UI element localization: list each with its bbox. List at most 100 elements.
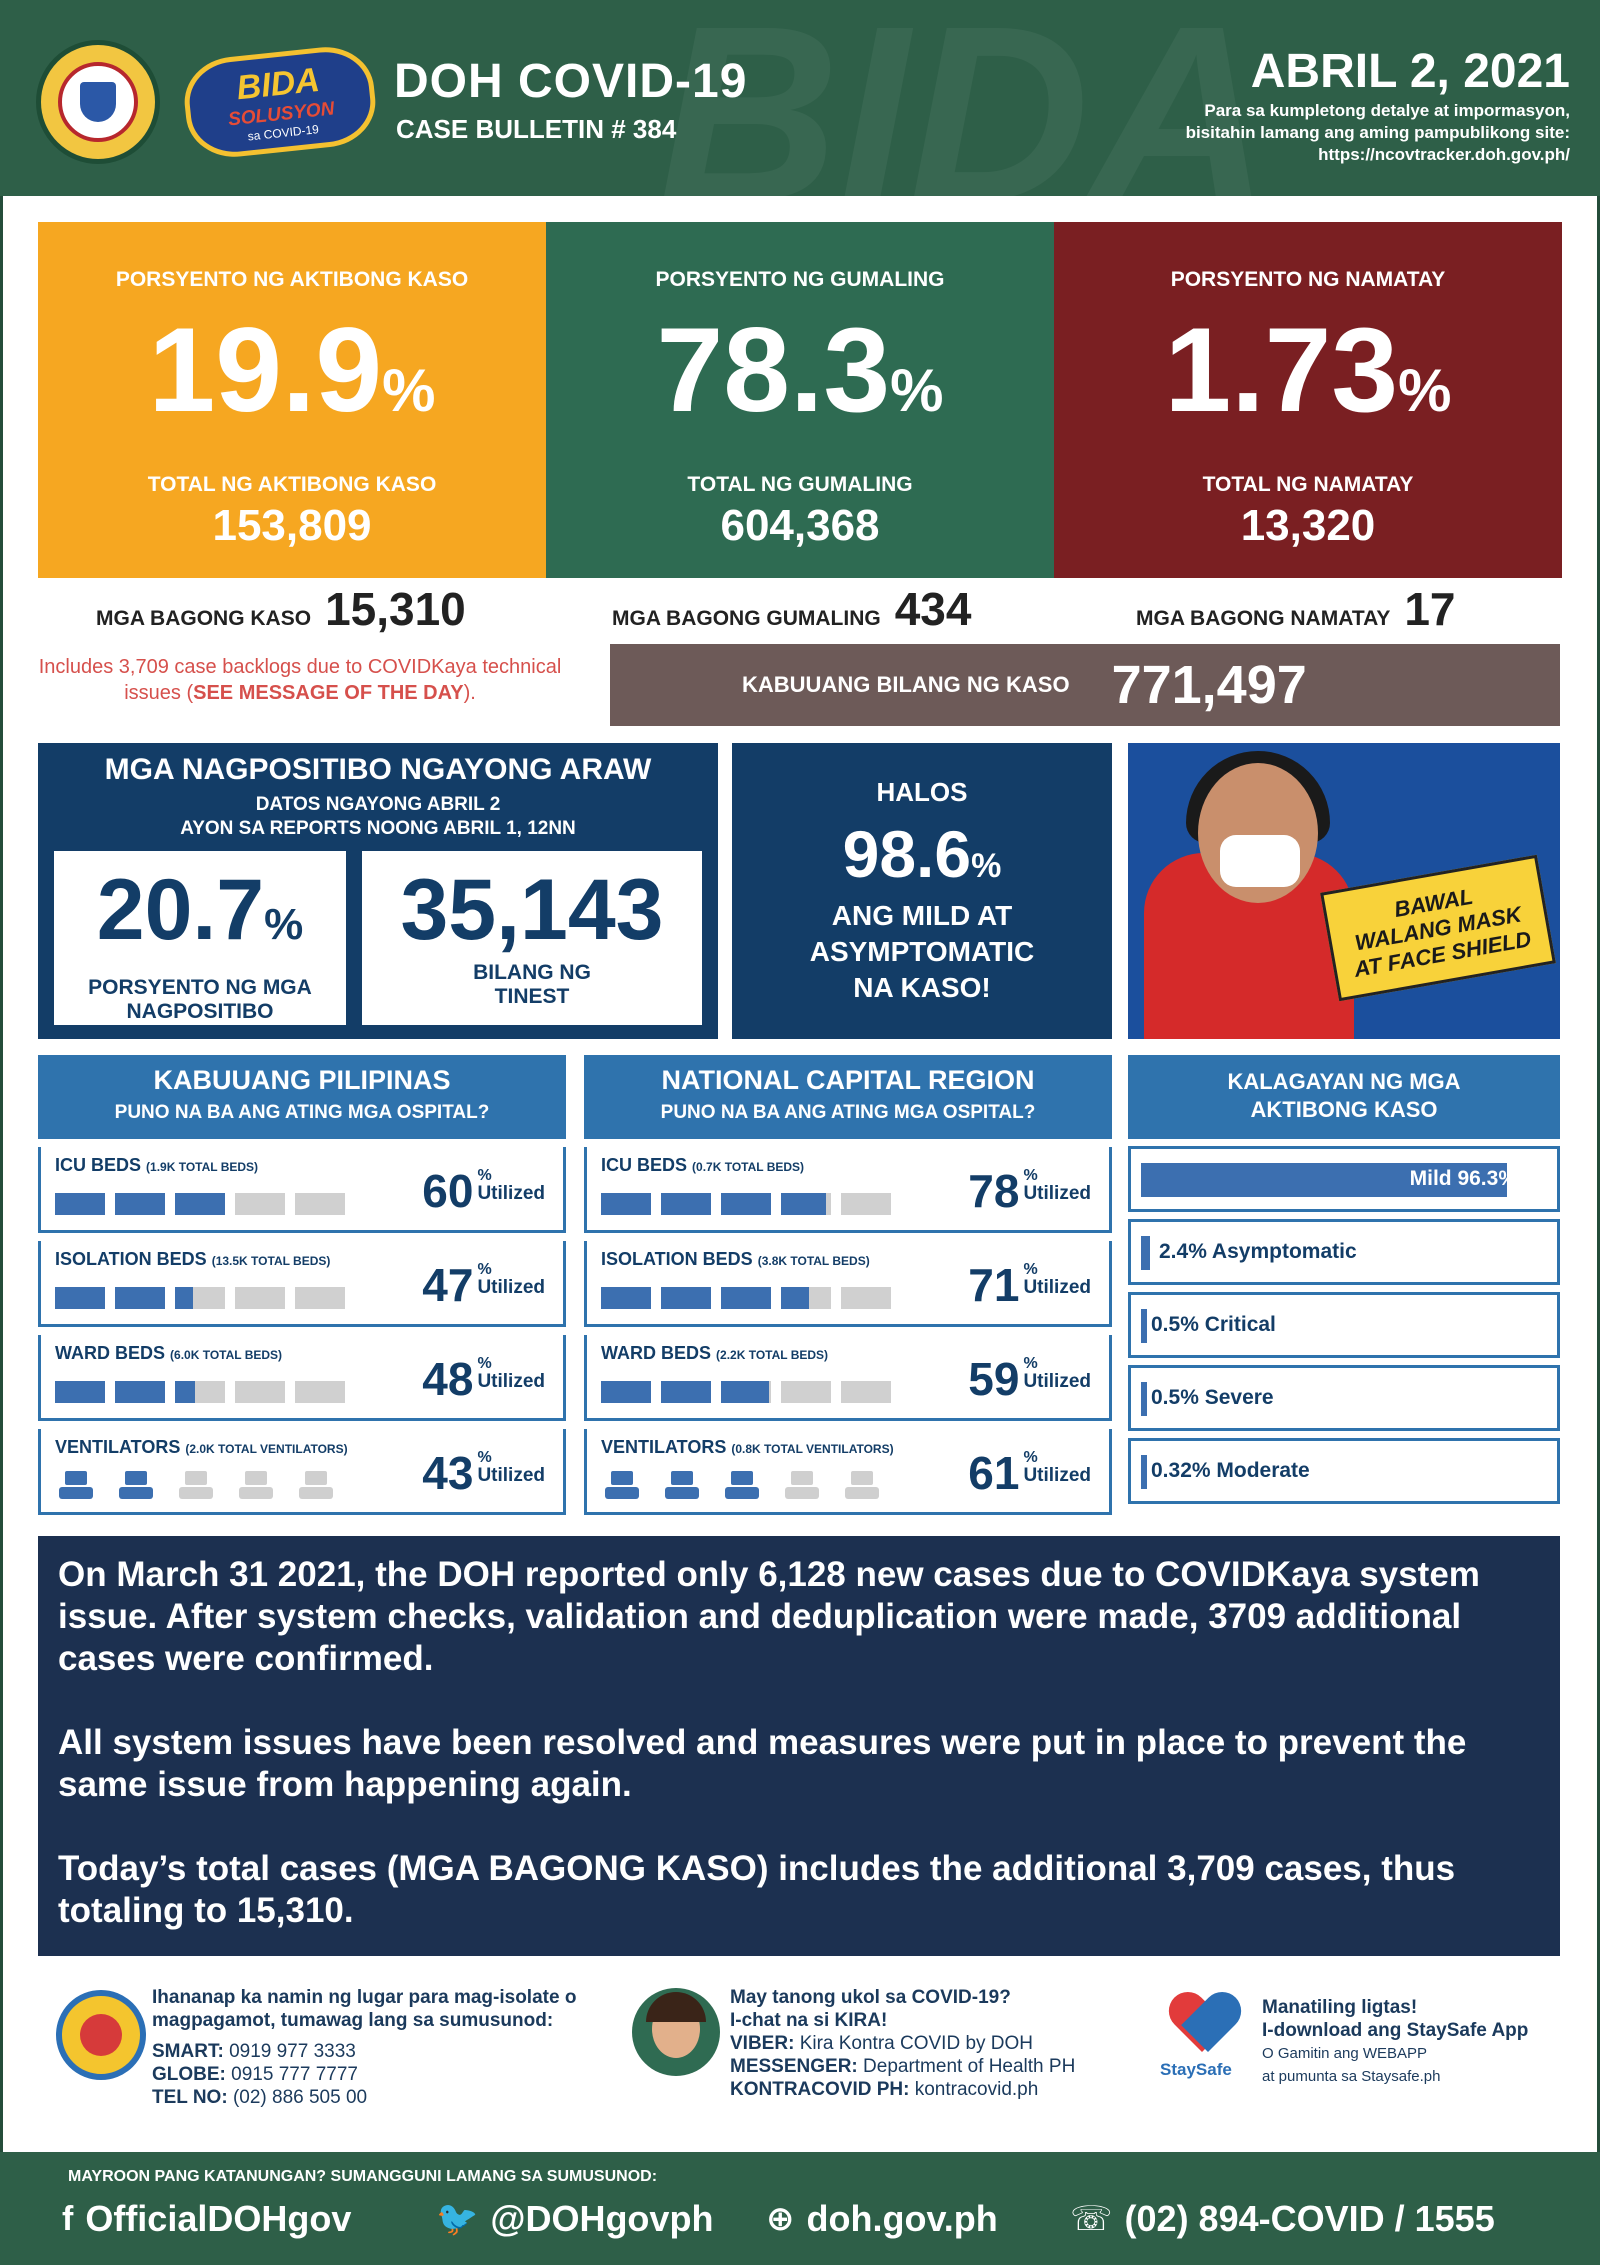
tested-box: 35,143 BILANG NG TINEST (362, 851, 702, 1025)
hospital-row: WARD BEDS (2.2K TOTAL BEDS) 59% Utilized (584, 1335, 1112, 1421)
utilization-value: 61% Utilized (968, 1447, 1091, 1499)
ventilator-icon (841, 1471, 883, 1501)
ventilator-icon (721, 1471, 763, 1501)
utilization-value: 71% Utilized (968, 1259, 1091, 1311)
utilization-bars (55, 1193, 345, 1215)
recovered-percent: 78.3 (656, 303, 891, 437)
facebook-icon: f (62, 2199, 74, 2238)
ventilator-icon (295, 1471, 337, 1501)
utilization-bars (601, 1287, 891, 1309)
resource-name: ISOLATION BEDS (3.8K TOTAL BEDS) (601, 1249, 870, 1269)
bed-bar-segment (841, 1287, 891, 1309)
ventilator-icon (601, 1471, 643, 1501)
kira-avatar (632, 1988, 720, 2076)
hospital-row: WARD BEDS (6.0K TOTAL BEDS) 48% Utilized (38, 1335, 566, 1421)
ventilator-icon (175, 1471, 217, 1501)
twitter-link[interactable]: 🐦 @DOHgovph (436, 2198, 714, 2239)
case-status-bar (1141, 1236, 1151, 1270)
utilization-value: 47% Utilized (422, 1259, 545, 1311)
deaths-total: 13,320 (1240, 501, 1376, 550)
positivity-rate-box: 20.7% PORSYENTO NG MGA NAGPOSITIBO (54, 851, 346, 1025)
total-cases-bar: KABUUANG BILANG NG KASO 771,497 (610, 644, 1560, 726)
mask-sign: BAWAL WALANG MASK AT FACE SHIELD (1320, 854, 1556, 1002)
utilization-value: 59% Utilized (968, 1353, 1091, 1405)
bed-bar-segment (295, 1381, 345, 1403)
utilization-value: 43% Utilized (422, 1447, 545, 1499)
bed-bar-segment (721, 1193, 771, 1215)
ventilator-icon (235, 1471, 277, 1501)
new-deaths: MGA BAGONG NAMATAY 17 (1136, 583, 1456, 635)
website-link[interactable]: ⊕ doh.gov.ph (766, 2198, 998, 2239)
case-status-row: 0.5% Critical (1128, 1292, 1560, 1358)
bed-bar-segment (721, 1287, 771, 1309)
bed-bar-segment (295, 1193, 345, 1215)
bed-bar-segment (601, 1381, 651, 1403)
active-case-status-panel: KALAGAYAN NG MGA AKTIBONG KASO Mild 96.3… (1128, 1055, 1560, 1504)
hospital-row: VENTILATORS (0.8K TOTAL VENTILATORS) 61% U… (584, 1429, 1112, 1515)
isolation-hotline-logo (56, 1990, 146, 2080)
recovered-total: 604,368 (720, 501, 880, 550)
new-cases: MGA BAGONG KASO 15,310 (96, 583, 466, 635)
case-status-bar (1141, 1455, 1147, 1489)
bed-bar-segment (841, 1381, 891, 1403)
resource-name: ICU BEDS (1.9K TOTAL BEDS) (55, 1155, 259, 1175)
case-status-label: 0.5% Critical (1151, 1313, 1276, 1336)
bed-bar-segment (601, 1193, 651, 1215)
ventilator-icon (55, 1471, 97, 1501)
case-status-bar (1141, 1163, 1507, 1197)
phone-icon: ☏ (1070, 2200, 1113, 2238)
bed-bar-segment (781, 1193, 831, 1215)
case-status-row: Mild 96.3% (1128, 1146, 1560, 1212)
hospital-row: ISOLATION BEDS (13.5K TOTAL BEDS) 47% Util… (38, 1241, 566, 1327)
bed-bar-segment (175, 1381, 225, 1403)
mild-asymptomatic-panel: HALOS 98.6% ANG MILD AT ASYMPTOMATIC NA KA… (732, 743, 1112, 1039)
bulletin-number: CASE BULLETIN # 384 (396, 114, 677, 144)
message-of-day-link[interactable]: SEE MESSAGE OF THE DAY (193, 682, 464, 704)
ventilator-icon (781, 1471, 823, 1501)
case-status-label: 0.5% Severe (1151, 1386, 1274, 1409)
bida-solusyon-logo: BIDA SOLUSYON sa COVID-19 (180, 42, 380, 162)
mask-reminder-image: BAWAL WALANG MASK AT FACE SHIELD (1128, 743, 1560, 1039)
utilization-bars (55, 1287, 345, 1309)
active-percent: 19.9 (148, 303, 383, 437)
bed-bar-segment (55, 1193, 105, 1215)
case-status-label: Mild 96.3% (1409, 1167, 1517, 1190)
utilization-value: 78% Utilized (968, 1165, 1091, 1217)
bed-bar-segment (781, 1287, 831, 1309)
tracker-link[interactable]: https://ncovtracker.doh.gov.ph/ (1318, 145, 1570, 164)
isolation-contacts: Ihananap ka namin ng lugar para mag-isol… (152, 1987, 577, 2108)
total-cases-value: 771,497 (1111, 655, 1307, 715)
bed-bar-segment (175, 1193, 225, 1215)
resource-name: VENTILATORS (0.8K TOTAL VENTILATORS) (601, 1437, 894, 1457)
bed-bar-segment (115, 1193, 165, 1215)
positivity-panel: MGA NAGPOSITIBO NGAYONG ARAW DATOS NGAYO… (38, 743, 718, 1039)
case-status-bar (1141, 1382, 1147, 1416)
hotline-link[interactable]: ☏ (02) 894-COVID / 1555 (1070, 2198, 1495, 2239)
utilization-value: 60% Utilized (422, 1165, 545, 1217)
bed-bar-segment (295, 1287, 345, 1309)
bed-bar-segment (115, 1287, 165, 1309)
bulletin-date: ABRIL 2, 2021 (1250, 45, 1570, 98)
deaths-box: PORSYENTO NG NAMATAY 1.73% TOTAL NG NAMA… (1054, 222, 1562, 578)
bed-bar-segment (235, 1381, 285, 1403)
bed-bar-segment (601, 1287, 651, 1309)
staysafe-heart-icon (1170, 1994, 1240, 2058)
ventilator-icon (115, 1471, 157, 1501)
twitter-icon: 🐦 (436, 2200, 479, 2238)
new-recovered: MGA BAGONG GUMALING 434 (612, 583, 972, 635)
ventilator-icon (661, 1471, 703, 1501)
utilization-bars (601, 1381, 891, 1403)
deaths-percent: 1.73 (1164, 303, 1399, 437)
bed-bar-segment (721, 1381, 771, 1403)
utilization-bars (55, 1381, 345, 1403)
bed-bar-segment (235, 1287, 285, 1309)
case-status-row: 2.4% Asymptomatic (1128, 1219, 1560, 1285)
staysafe-logo-text: StaySafe (1160, 2060, 1232, 2079)
bed-bar-segment (781, 1381, 831, 1403)
resource-name: VENTILATORS (2.0K TOTAL VENTILATORS) (55, 1437, 348, 1457)
hospital-row: ICU BEDS (0.7K TOTAL BEDS) 78% Utilized (584, 1147, 1112, 1233)
facebook-link[interactable]: f OfficialDOHgov (62, 2198, 352, 2239)
case-status-row: 0.32% Moderate (1128, 1438, 1560, 1504)
message-of-the-day: On March 31 2021, the DOH reported only … (38, 1536, 1560, 1956)
header-info: Para sa kumpletong detalye at impormasyo… (1050, 100, 1570, 166)
